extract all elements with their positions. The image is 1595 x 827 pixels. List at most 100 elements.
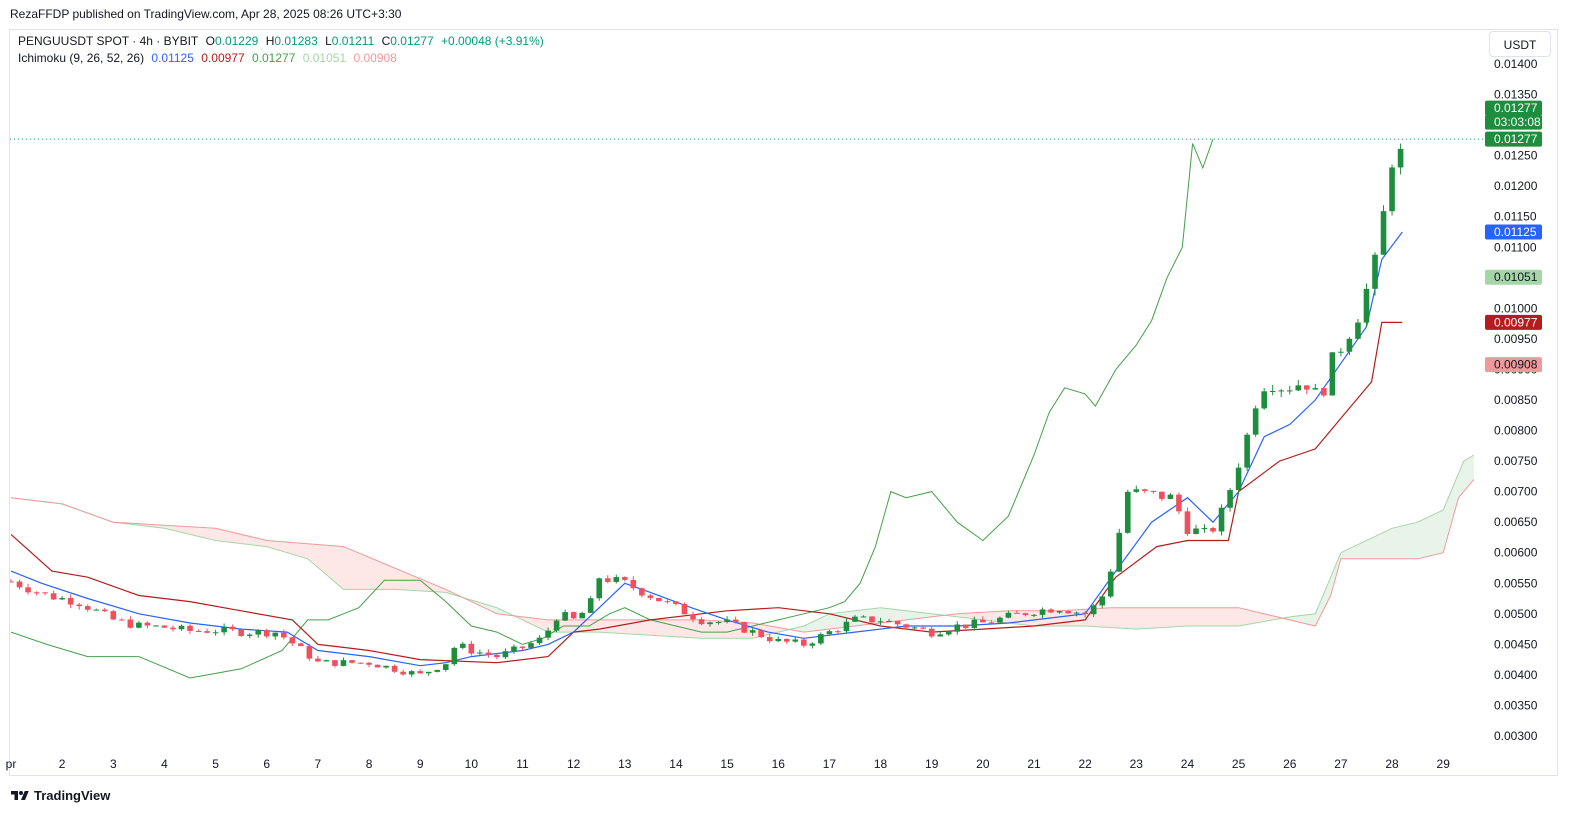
candle-up [553, 619, 560, 633]
candle-body [127, 619, 134, 628]
candle-body [801, 639, 807, 646]
candle-body [775, 638, 782, 642]
candle-body [1218, 507, 1225, 532]
candle-body [894, 620, 901, 625]
candle-body [698, 619, 705, 625]
candle-body [119, 619, 125, 621]
candle-down [84, 604, 91, 612]
candle-down [1014, 610, 1020, 614]
candle-up [860, 615, 867, 618]
candle-body [485, 652, 492, 655]
cloud-bearish [947, 607, 1285, 630]
candle-down [119, 618, 125, 621]
price-axis[interactable]: 0.014000.013500.013000.012500.012000.011… [1494, 57, 1538, 743]
candle-down [110, 609, 117, 621]
candle-body [204, 631, 210, 633]
candle-body [50, 593, 57, 600]
candle-body [195, 630, 202, 632]
candle-body [1278, 390, 1285, 392]
candle-down [332, 660, 338, 668]
candle-body [59, 597, 65, 600]
tradingview-brand[interactable]: TradingView [10, 788, 110, 803]
candle-down [903, 623, 909, 630]
candle-body [792, 639, 799, 642]
symbol-legend[interactable]: PENGUUSDT SPOT · 4h · BYBIT O0.01229 H0.… [18, 34, 548, 48]
price-tick-label: 0.00400 [1494, 668, 1538, 682]
candle-down [630, 576, 637, 591]
candle-down [485, 649, 492, 658]
candle-up [434, 669, 441, 673]
candle-down [204, 628, 210, 634]
candle-up [749, 628, 756, 637]
candle-up [1133, 485, 1140, 493]
candle-up [528, 640, 534, 650]
time-tick-label: 16 [772, 757, 786, 771]
candle-body [613, 577, 620, 582]
candle-body [1363, 288, 1370, 323]
candle-body [749, 630, 756, 633]
currency-selector[interactable]: USDT [1489, 31, 1551, 57]
price-tick-label: 0.01200 [1494, 179, 1538, 193]
candle-down [835, 629, 841, 635]
candle-down [963, 624, 969, 631]
candle-down [1048, 608, 1054, 613]
candle-up [1193, 524, 1199, 535]
candle-body [1304, 385, 1310, 390]
ichimoku-label[interactable]: Ichimoku (9, 26, 52, 26) [18, 51, 145, 65]
candle-body [971, 619, 978, 628]
candle-body [383, 665, 389, 668]
candle-body [690, 614, 696, 620]
candle-up [724, 616, 730, 624]
candle-up [1124, 489, 1131, 534]
candle-body [1269, 391, 1276, 393]
candle-up [383, 665, 389, 669]
price-tick-label: 0.00500 [1494, 607, 1538, 621]
candle-down [298, 642, 304, 647]
candle-down [1065, 609, 1071, 614]
candle-body [442, 664, 449, 670]
candle-body [1056, 611, 1063, 613]
cloud-bearish [115, 522, 464, 598]
candle-up [1295, 379, 1302, 392]
candle-up [1005, 610, 1012, 619]
candle-down [928, 627, 935, 639]
candle-body [357, 662, 364, 664]
price-tick-label: 0.01250 [1494, 149, 1538, 163]
candle-down [42, 592, 48, 596]
candle-up [1329, 352, 1336, 396]
price-tick-label: 0.00800 [1494, 424, 1538, 438]
candle-body [673, 601, 679, 604]
candle-up [1167, 493, 1174, 500]
time-axis[interactable]: pr 2 3 4 5 6 7 8 9 10 11 12 13 14 15 16 17 18 19 20 21 22 23 24… [6, 757, 1451, 771]
candle-body [1176, 494, 1182, 512]
time-tick-label: 17 [823, 757, 837, 771]
candle-up [1355, 318, 1361, 340]
candle-body [229, 626, 236, 630]
candle-down [664, 599, 671, 604]
candle-body [16, 581, 23, 588]
candle-down [690, 611, 696, 623]
candle-down [622, 576, 628, 582]
candle-body [349, 660, 355, 663]
time-tick-label: 14 [669, 757, 683, 771]
candle-body [298, 643, 304, 647]
candle-up [1397, 143, 1404, 175]
candle-body [511, 646, 517, 652]
ohlc-open: O0.01229 [205, 34, 259, 48]
candle-body [741, 622, 747, 633]
candle-up [1056, 610, 1063, 614]
candle-up [93, 608, 100, 611]
candle-down [1184, 507, 1191, 536]
candle-body [374, 664, 381, 668]
candle-body [596, 578, 603, 599]
candle-up [451, 646, 458, 666]
candle-down [281, 629, 287, 640]
symbol-name[interactable]: PENGUUSDT SPOT · 4h · BYBIT [18, 34, 199, 48]
candle-body [1321, 388, 1327, 396]
candle-down [570, 611, 577, 620]
candle-body [843, 621, 850, 632]
ichimoku-legend[interactable]: Ichimoku (9, 26, 52, 26) 0.01125 0.00977… [18, 51, 401, 65]
candle-body [153, 625, 159, 627]
candle-down [33, 591, 40, 596]
